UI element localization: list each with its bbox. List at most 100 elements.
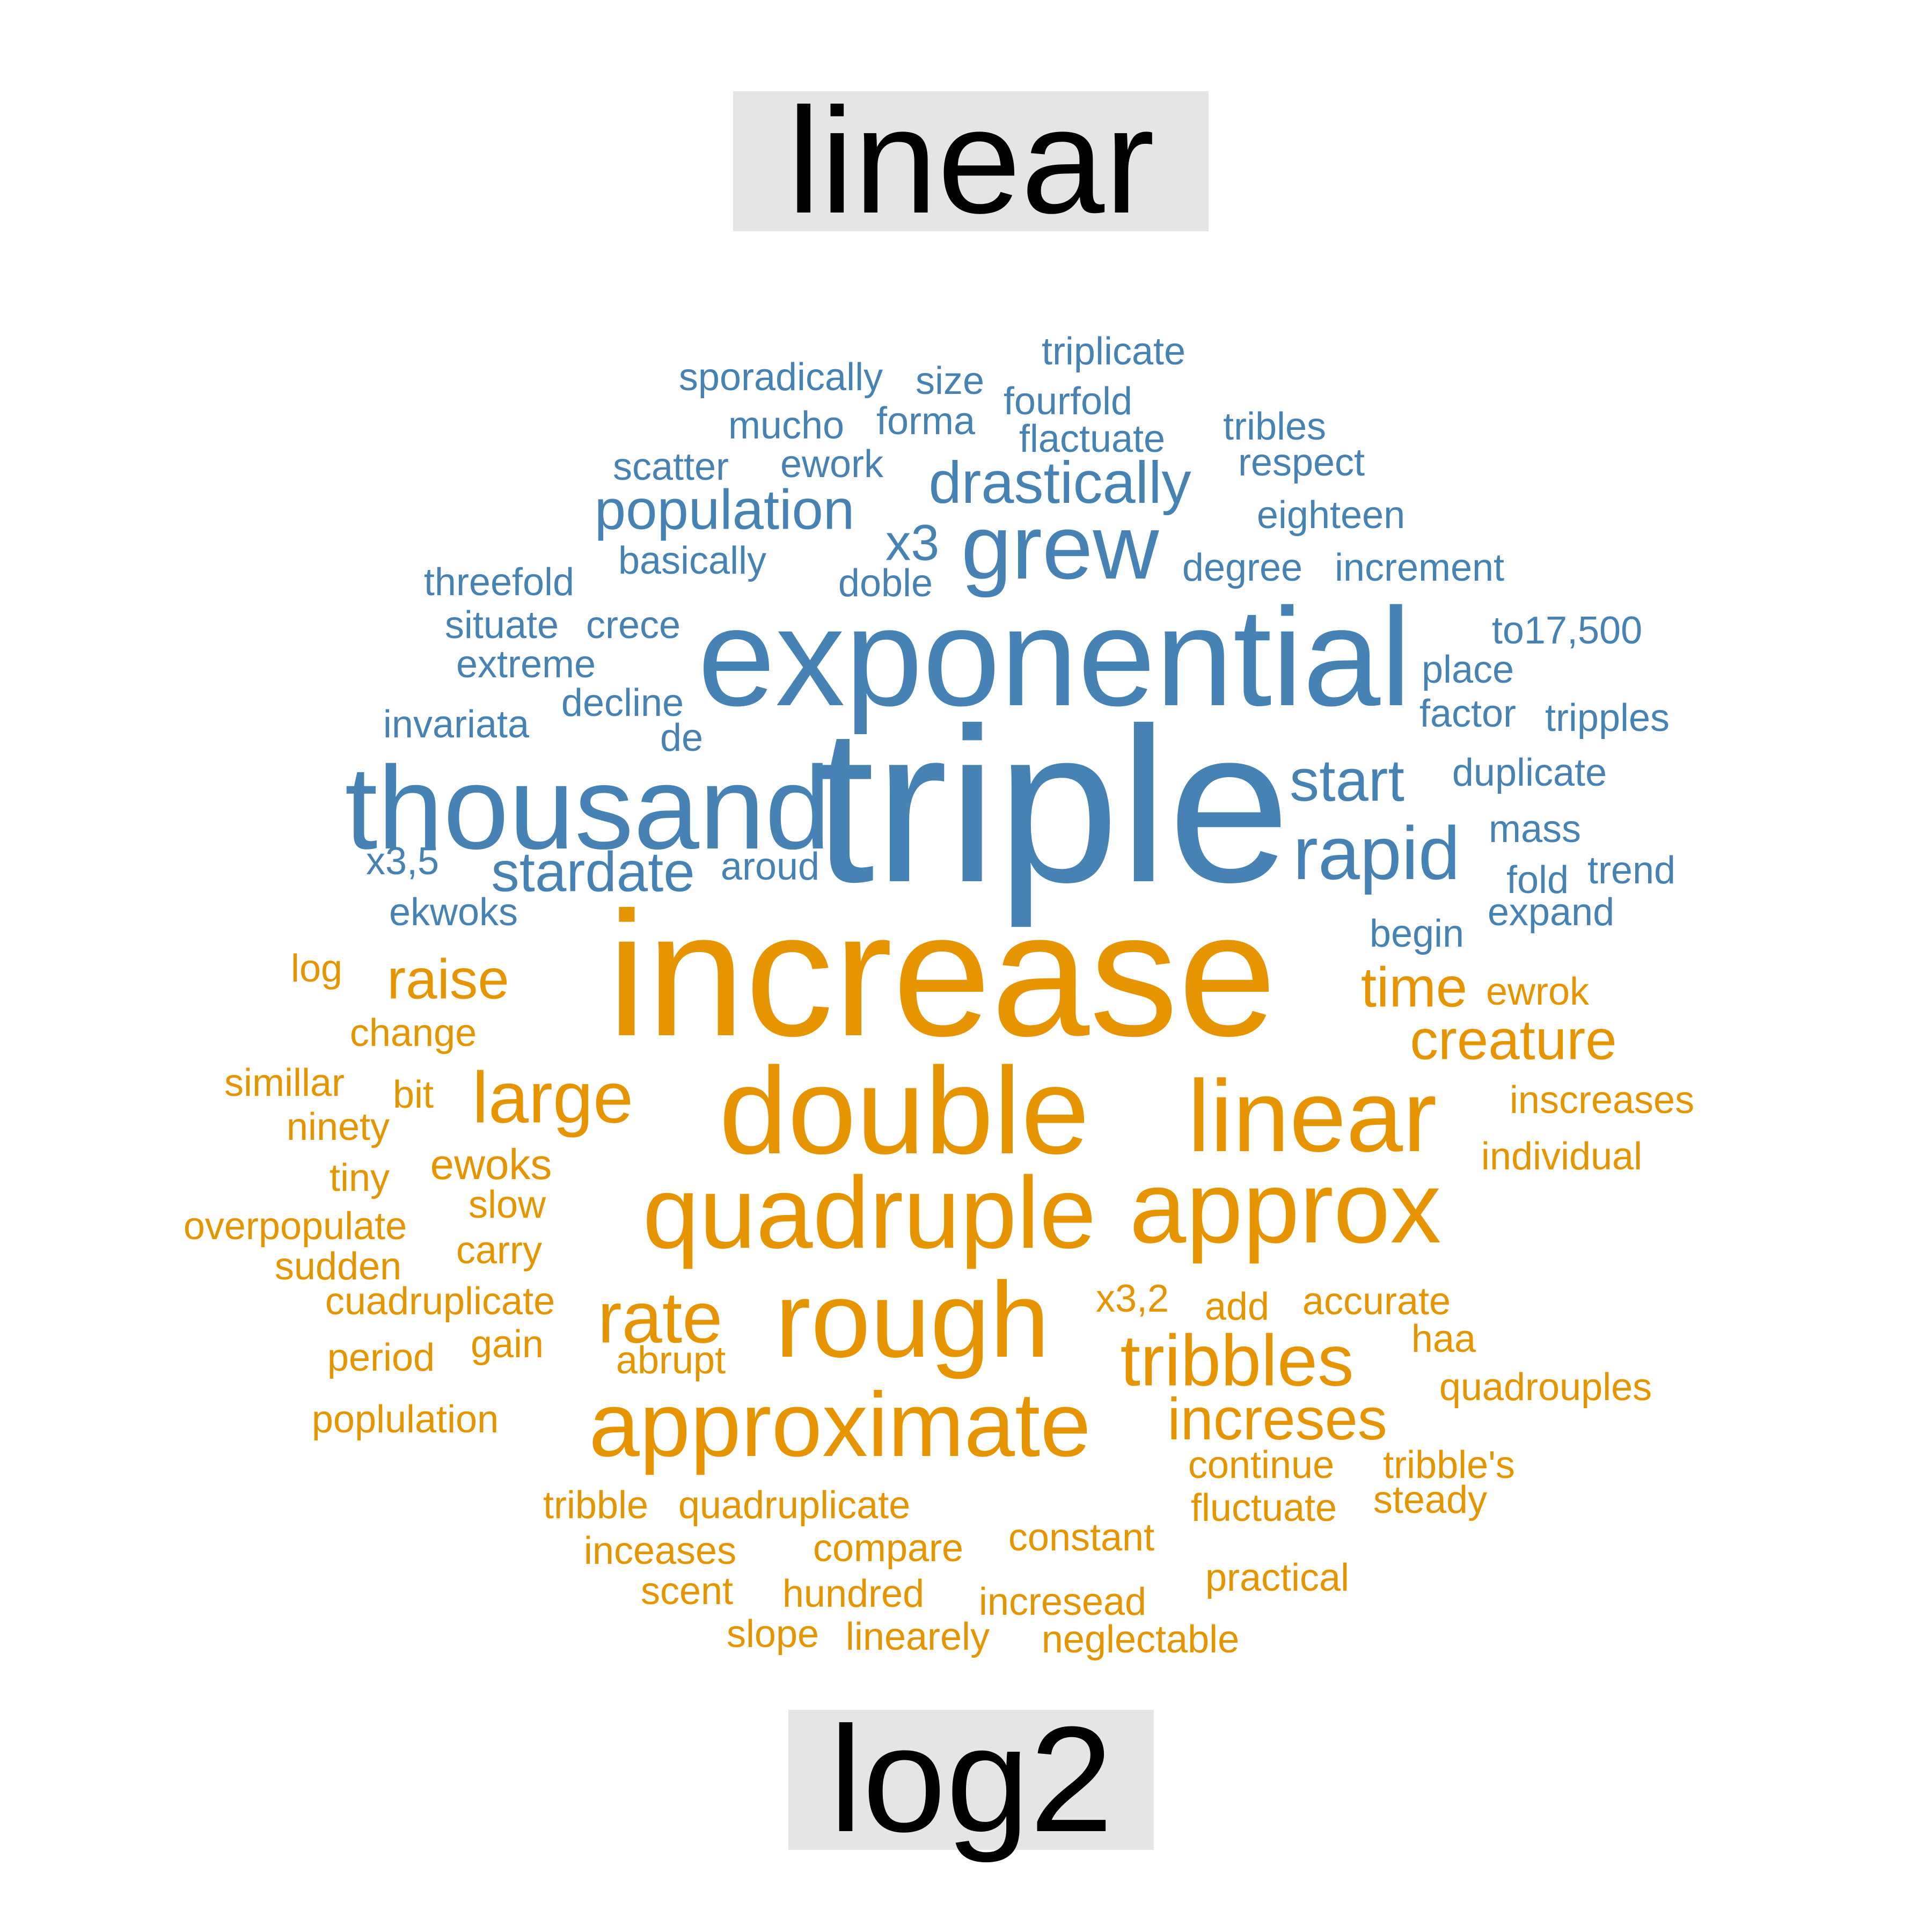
- word-log2: abrupt: [616, 1339, 726, 1382]
- word-log2: slope: [726, 1613, 819, 1656]
- word-log2: hundred: [782, 1572, 925, 1615]
- word-linear: duplicate: [1452, 751, 1607, 794]
- word-log2: overpopulate: [183, 1205, 407, 1248]
- word-linear: tribles: [1223, 405, 1327, 448]
- group-label-linear: linear: [787, 77, 1155, 245]
- word-log2: neglectable: [1041, 1618, 1240, 1661]
- word-linear: tripples: [1545, 697, 1670, 740]
- word-log2: linear: [1187, 1059, 1437, 1173]
- word-linear: invariata: [383, 703, 530, 746]
- word-log2: large: [472, 1057, 634, 1138]
- word-linear: trend: [1587, 849, 1676, 892]
- word-linear: triplicate: [1041, 330, 1186, 373]
- word-log2: quadruple: [642, 1156, 1096, 1270]
- word-log2: compare: [813, 1527, 964, 1570]
- word-log2: poplulation: [311, 1398, 499, 1441]
- group-label-linear-box: linear: [733, 77, 1209, 245]
- word-log2: incresead: [978, 1580, 1147, 1623]
- word-log2: practical: [1205, 1556, 1350, 1599]
- word-log2: sudden: [274, 1245, 402, 1288]
- word-log2: simillar: [224, 1062, 345, 1104]
- word-linear: grew: [961, 496, 1159, 598]
- word-log2: quadrouples: [1439, 1366, 1652, 1409]
- word-log2: period: [327, 1336, 435, 1379]
- word-linear: start: [1290, 748, 1404, 814]
- word-linear: exponential: [698, 580, 1411, 735]
- word-linear: aroud: [720, 845, 820, 888]
- word-log2: ewoks: [430, 1140, 552, 1188]
- word-linear: x3,5: [365, 840, 440, 883]
- word-linear: decline: [561, 682, 684, 724]
- word-linear: sporadically: [678, 356, 883, 399]
- word-linear: begin: [1369, 912, 1465, 955]
- word-log2: increses: [1167, 1386, 1387, 1452]
- word-linear: factor: [1419, 692, 1517, 735]
- word-log2: individual: [1481, 1135, 1643, 1178]
- word-linear: triple: [813, 682, 1291, 928]
- word-log2: double: [719, 1042, 1090, 1180]
- word-log2: tribble: [543, 1484, 649, 1527]
- word-linear: increment: [1334, 546, 1505, 589]
- word-linear: degree: [1182, 546, 1303, 589]
- word-log2: linearely: [845, 1615, 990, 1658]
- word-log2: continue: [1188, 1444, 1335, 1487]
- word-log2: approximate: [589, 1374, 1091, 1476]
- word-log2: raise: [387, 948, 509, 1011]
- group-label-log2: log2: [829, 1696, 1114, 1863]
- word-linear: crece: [586, 604, 681, 647]
- word-log2: ewrok: [1485, 970, 1590, 1013]
- word-log2: gain: [470, 1323, 544, 1366]
- word-log2: carry: [456, 1229, 542, 1272]
- word-log2: approx: [1129, 1151, 1441, 1264]
- word-linear: situate: [444, 604, 559, 647]
- word-linear: stardate: [491, 840, 695, 904]
- word-linear: drastically: [928, 450, 1191, 516]
- word-log2: tribble's: [1383, 1444, 1515, 1487]
- group-label-log2-box: log2: [788, 1696, 1154, 1863]
- word-linear: mass: [1488, 808, 1582, 851]
- word-log2: steady: [1373, 1479, 1488, 1521]
- word-log2: constant: [1008, 1516, 1155, 1559]
- word-log2: quadruplicate: [678, 1484, 911, 1527]
- word-linear: basically: [618, 539, 767, 582]
- word-linear: fold: [1506, 859, 1569, 902]
- word-log2: add: [1204, 1285, 1270, 1328]
- word-linear: extreme: [456, 643, 596, 686]
- word-linear: de: [660, 716, 704, 759]
- word-linear: scatter: [612, 445, 729, 488]
- word-linear: population: [594, 478, 855, 541]
- word-linear: to17,500: [1491, 609, 1643, 652]
- word-log2: ninety: [286, 1106, 390, 1148]
- word-linear: expand: [1487, 891, 1615, 934]
- word-linear: ekwoks: [389, 891, 518, 934]
- word-linear: thousand: [345, 742, 831, 874]
- word-linear: eighteen: [1256, 494, 1406, 537]
- word-log2: rough: [775, 1260, 1050, 1380]
- word-linear: place: [1421, 648, 1514, 691]
- word-log2: increase: [607, 875, 1277, 1073]
- word-log2: scent: [640, 1570, 734, 1613]
- word-linear: respect: [1238, 441, 1365, 484]
- word-linear: size: [915, 360, 985, 402]
- word-log2: creature: [1410, 1008, 1617, 1072]
- word-linear: ework: [780, 443, 884, 486]
- word-linear: x3: [885, 514, 940, 572]
- word-log2: time: [1360, 956, 1468, 1019]
- word-log2: cuadruplicate: [325, 1280, 555, 1323]
- word-log2: change: [349, 1012, 477, 1055]
- word-log2: tiny: [329, 1157, 390, 1199]
- word-log2: rate: [597, 1277, 723, 1358]
- word-log2: x3,2: [1095, 1277, 1169, 1320]
- word-log2: slow: [468, 1183, 546, 1226]
- word-log2: bit: [392, 1073, 434, 1116]
- word-log2: inscreases: [1509, 1079, 1695, 1122]
- word-log2: accurate: [1302, 1280, 1451, 1323]
- word-linear: mucho: [728, 404, 845, 447]
- word-linear: flactuate: [1019, 418, 1166, 460]
- word-linear: rapid: [1293, 811, 1460, 895]
- word-linear: fourfold: [1003, 380, 1133, 423]
- word-linear: doble: [838, 562, 933, 605]
- word-linear: threefold: [423, 561, 575, 604]
- word-log2: tribbles: [1120, 1320, 1354, 1401]
